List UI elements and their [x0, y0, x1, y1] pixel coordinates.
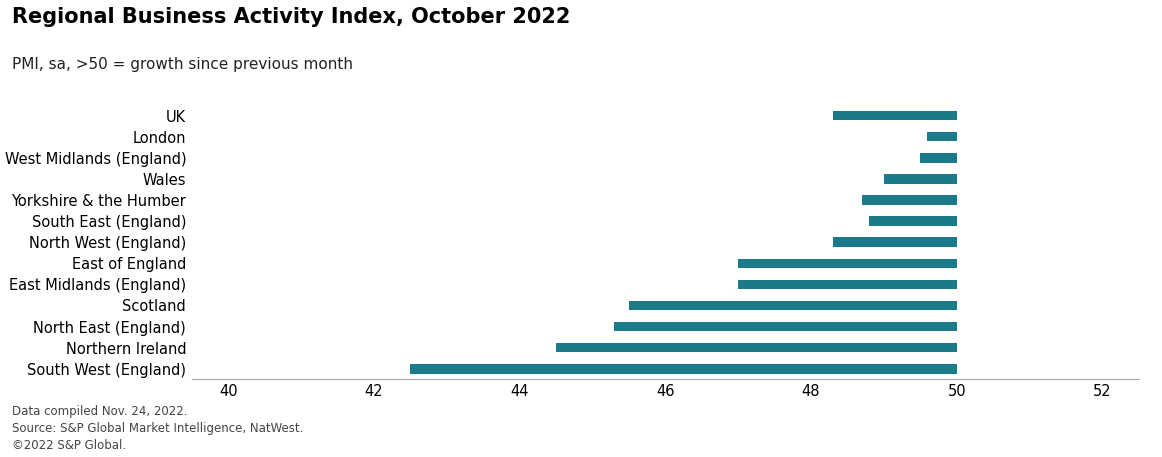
Bar	[629, 301, 956, 310]
Text: Data compiled Nov. 24, 2022.: Data compiled Nov. 24, 2022.	[12, 405, 187, 418]
Bar	[738, 259, 956, 268]
Text: PMI, sa, >50 = growth since previous month: PMI, sa, >50 = growth since previous mon…	[12, 57, 352, 72]
Text: Regional Business Activity Index, October 2022: Regional Business Activity Index, Octobe…	[12, 7, 571, 27]
Bar	[833, 238, 956, 247]
Text: ©2022 S&P Global.: ©2022 S&P Global.	[12, 440, 125, 452]
Bar	[410, 364, 956, 373]
Bar	[862, 195, 956, 205]
Bar	[555, 343, 956, 352]
Bar	[738, 280, 956, 289]
Bar	[615, 322, 956, 331]
Text: Source: S&P Global Market Intelligence, NatWest.: Source: S&P Global Market Intelligence, …	[12, 422, 303, 435]
Bar	[833, 111, 956, 120]
Bar	[869, 216, 956, 226]
Bar	[927, 132, 956, 142]
Bar	[884, 174, 956, 184]
Bar	[920, 153, 956, 163]
